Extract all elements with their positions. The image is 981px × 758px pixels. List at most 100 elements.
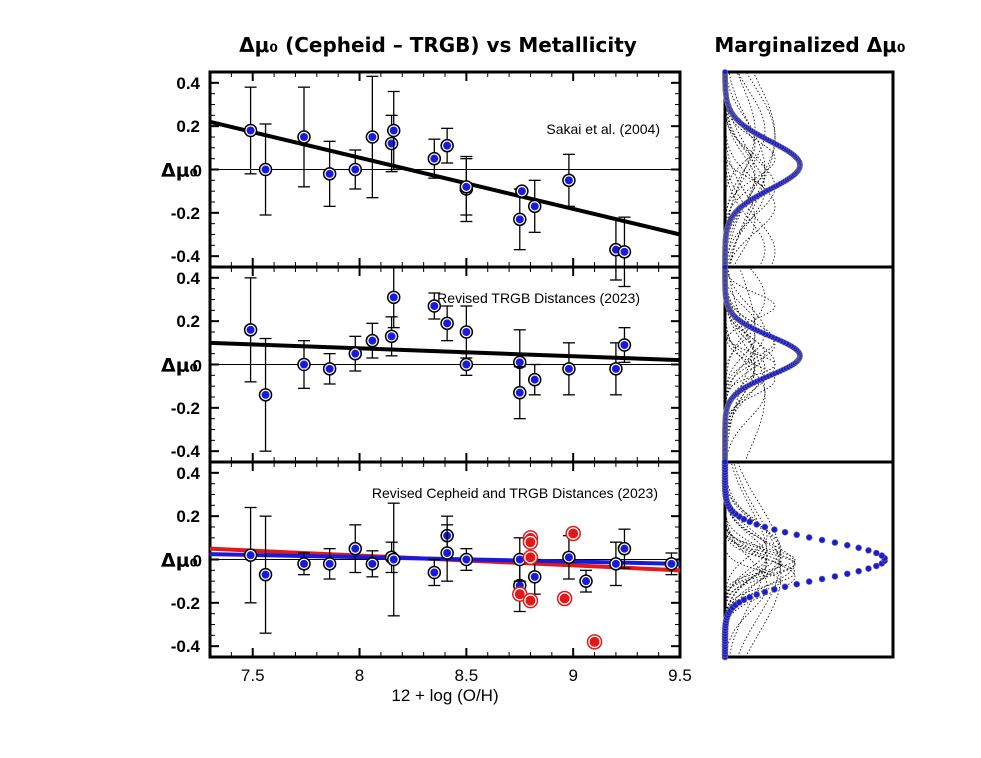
x-tick-label: 7.5 [241, 666, 265, 685]
individual-likelihood [724, 71, 756, 268]
y-tick-label: -0.4 [171, 442, 201, 461]
marginal-curve-point [753, 591, 760, 598]
individual-likelihood [724, 461, 768, 657]
data-point [300, 559, 308, 568]
marginal-frame [723, 70, 895, 269]
data-point [582, 577, 590, 586]
individual-likelihood [724, 72, 766, 268]
data-point [611, 559, 620, 568]
x-tick-label: 9 [568, 666, 577, 685]
marginal-curve-point [746, 593, 753, 601]
x-tick-label: 8 [355, 666, 364, 685]
data-point [325, 364, 334, 373]
individual-likelihood [724, 462, 796, 657]
data-point [564, 553, 573, 562]
marginal-curve-point [873, 562, 880, 570]
data-point [261, 390, 270, 399]
data-point [430, 568, 439, 577]
data-point [389, 126, 398, 135]
marginal-curve-point [771, 586, 778, 593]
marginal-curve-point [855, 544, 862, 552]
individual-likelihood [724, 462, 768, 657]
y-tick-label: 0 [193, 552, 202, 571]
marginal-panel-middle [722, 264, 895, 465]
data-point [246, 551, 255, 560]
y-tick-label: 0.4 [176, 74, 200, 93]
data-point [300, 133, 308, 141]
marginal-curve-point [793, 580, 801, 588]
marginal-curve-point [855, 567, 862, 575]
marginal-frame [723, 460, 895, 659]
data-point [462, 328, 471, 336]
data-point [389, 555, 398, 564]
individual-likelihood [724, 462, 768, 657]
individual-likelihood [724, 462, 782, 657]
individual-likelihood [724, 267, 776, 462]
data-point [387, 332, 396, 341]
marginal-curve-point [843, 541, 851, 549]
data-point [443, 141, 452, 150]
y-tick-label: 0 [193, 162, 202, 181]
marginal-curve-point [873, 549, 880, 557]
data-point [261, 165, 270, 174]
main-title: Δμ₀ (Cepheid – TRGB) vs Metallicity [239, 33, 637, 57]
marginal-curve-point [805, 578, 813, 585]
marginal-curve-point [722, 69, 728, 75]
data-point [443, 549, 452, 557]
y-tick-label: -0.2 [171, 594, 200, 613]
individual-likelihood [724, 267, 776, 462]
marginal-curve-point [746, 518, 753, 526]
individual-likelihood [724, 267, 776, 462]
data-point [325, 559, 334, 568]
data-point [515, 555, 524, 564]
data-point [261, 570, 270, 579]
data-point [387, 139, 396, 148]
y-tick-label: -0.4 [171, 247, 201, 266]
highlight-point [525, 552, 536, 563]
individual-likelihood [724, 267, 776, 462]
x-tick-label: 8.5 [455, 666, 479, 685]
individual-likelihood [727, 266, 766, 463]
marginal-curve-point [781, 528, 789, 536]
x-tick-label: 9.5 [668, 666, 692, 685]
data-point [515, 358, 524, 367]
marginal-curve-point [793, 531, 801, 539]
marginal-curve-point [721, 458, 729, 466]
data-point [667, 559, 676, 568]
marginal-curve-point [865, 565, 872, 572]
data-point [515, 215, 524, 224]
marginal-curve-point [805, 534, 813, 541]
marginal-curve-point [722, 264, 728, 270]
marginal-title: Marginalized Δμ₀ [714, 33, 905, 57]
individual-likelihood [724, 462, 768, 658]
y-tick-label: 0.2 [176, 312, 200, 331]
data-point [389, 293, 398, 302]
data-point [430, 302, 439, 310]
highlight-point [514, 589, 525, 600]
individual-likelihood [724, 462, 796, 657]
y-tick-label: 0.4 [176, 269, 200, 288]
individual-likelihood [724, 462, 796, 657]
data-point [462, 182, 471, 191]
highlight-point [568, 528, 579, 539]
panel-annotation: Sakai et al. (2004) [546, 121, 660, 137]
individual-likelihood [737, 461, 782, 658]
marginal-curve-point [761, 588, 769, 596]
marginal-curve-point [818, 536, 826, 544]
highlight-point [559, 593, 570, 604]
marginal-curve-point [781, 583, 789, 591]
data-point [368, 336, 377, 345]
data-point [351, 349, 360, 358]
x-axis-label: 12 + log (O/H) [391, 686, 498, 705]
data-point [462, 555, 471, 564]
data-point [620, 544, 629, 553]
data-point [462, 360, 471, 369]
individual-likelihood [724, 72, 776, 267]
y-tick-label: 0.2 [176, 117, 200, 136]
individual-likelihood [725, 266, 756, 463]
y-tick-label: -0.2 [171, 399, 200, 418]
y-tick-label: -0.4 [171, 637, 201, 656]
